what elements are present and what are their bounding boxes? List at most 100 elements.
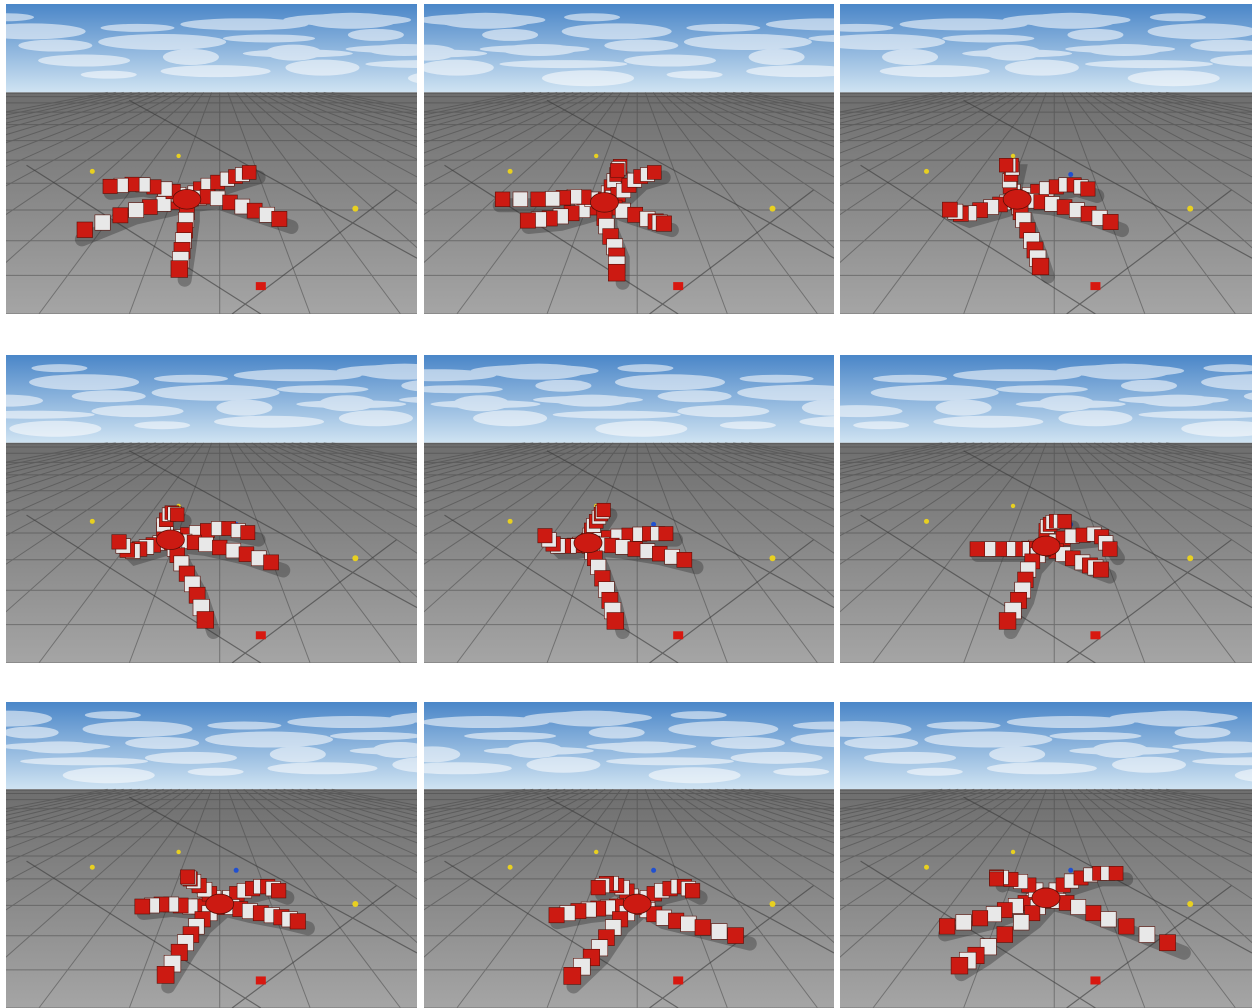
- ground-grid: [6, 442, 417, 663]
- robot-module: [225, 542, 242, 559]
- robot-hub: [1031, 887, 1061, 909]
- sim-frame-svg: [424, 355, 834, 663]
- robot-arm-5: [581, 538, 625, 630]
- marker-yellow: [1187, 555, 1194, 562]
- marker-red: [673, 282, 684, 291]
- clouds: [6, 710, 417, 784]
- robot-module: [676, 552, 693, 568]
- marker-yellow: [176, 153, 181, 159]
- robot-module: [170, 260, 188, 278]
- robot-module: [684, 883, 701, 899]
- robot-module: [198, 536, 214, 552]
- robot-module: [939, 918, 956, 935]
- marker-blue: [651, 521, 657, 527]
- robot-module: [76, 221, 93, 238]
- robot-module: [196, 611, 215, 629]
- robot-module: [563, 967, 582, 985]
- robot-hub: [1002, 189, 1032, 210]
- marker-yellow: [1187, 900, 1194, 907]
- clouds: [6, 363, 417, 437]
- marker-yellow: [769, 205, 776, 212]
- clouds: [840, 710, 1252, 782]
- robot-arm-2: [180, 869, 226, 910]
- marker-yellow: [769, 555, 776, 562]
- sim-frame-svg: [6, 355, 417, 663]
- robot-module: [1100, 911, 1117, 928]
- robot-module: [608, 263, 626, 282]
- robot-module: [655, 215, 672, 232]
- marker-yellow: [507, 864, 513, 870]
- sim-frame-svg: [6, 4, 417, 314]
- robot-module: [998, 612, 1017, 630]
- modular-robot: [969, 514, 1125, 640]
- robot-module: [289, 913, 306, 930]
- robot-module: [999, 158, 1014, 173]
- marker-blue: [651, 867, 657, 873]
- robot-module: [1013, 914, 1030, 931]
- robot-module: [1092, 561, 1109, 578]
- marker-yellow: [924, 518, 930, 524]
- ground-grid: [424, 788, 834, 1008]
- robot-module: [271, 211, 288, 227]
- robot-hub: [205, 893, 235, 915]
- marker-yellow: [1010, 153, 1016, 159]
- marker-yellow: [924, 168, 930, 174]
- modular-robot: [942, 158, 1130, 284]
- robot-module: [972, 910, 989, 927]
- robot-module: [128, 202, 144, 218]
- robot-arm-5: [950, 893, 1051, 975]
- robot-module: [271, 883, 287, 899]
- sim-frame-8: [424, 702, 834, 1008]
- robot-module: [94, 214, 111, 231]
- robot-module: [606, 612, 625, 630]
- sim-frame-svg: [840, 355, 1252, 663]
- modular-robot: [537, 502, 704, 640]
- robot-module: [102, 178, 118, 194]
- marker-yellow: [89, 168, 95, 174]
- robot-module: [1080, 181, 1096, 197]
- robot-module: [544, 191, 561, 207]
- robot-hub: [172, 189, 202, 210]
- robot-module: [263, 554, 279, 571]
- robot-module: [112, 207, 129, 224]
- robot-hub: [589, 192, 619, 213]
- sim-frame-4: [6, 355, 417, 663]
- clouds: [424, 710, 834, 784]
- marker-blue: [1068, 867, 1074, 873]
- sim-frame-svg: [840, 4, 1252, 314]
- marker-yellow: [352, 555, 359, 562]
- robot-module: [1031, 257, 1050, 276]
- ground-diagonals: [26, 796, 417, 1008]
- robot-hub: [155, 529, 185, 551]
- robot-module: [142, 199, 158, 215]
- robot-hub: [622, 893, 652, 915]
- robot-module: [1159, 934, 1176, 952]
- clouds: [840, 363, 1252, 437]
- robot-module: [212, 539, 228, 556]
- ground-diagonals: [444, 99, 834, 314]
- clouds: [424, 363, 834, 437]
- marker-yellow: [176, 849, 181, 855]
- robot-module: [156, 966, 175, 984]
- sim-frame-svg: [840, 702, 1252, 1008]
- robot-module: [590, 880, 606, 896]
- robot-module: [537, 528, 553, 544]
- robot-module: [658, 526, 674, 542]
- sim-frame-9: [840, 702, 1252, 1008]
- robot-module: [1138, 926, 1156, 943]
- robot-module: [170, 507, 185, 522]
- ground-diagonals: [26, 99, 417, 314]
- robot-module: [596, 502, 611, 518]
- sim-frame-svg: [6, 702, 417, 1008]
- modular-robot: [134, 869, 315, 994]
- modular-robot: [111, 505, 291, 640]
- robot-arm-4: [167, 532, 279, 571]
- marker-yellow: [89, 518, 95, 524]
- modular-robot: [492, 159, 679, 290]
- robot-module: [969, 541, 985, 557]
- marker-red: [1090, 631, 1101, 640]
- sim-frame-svg: [424, 4, 834, 314]
- marker-yellow: [352, 900, 359, 907]
- ground-diagonals: [444, 450, 834, 663]
- sim-frame-5: [424, 355, 834, 663]
